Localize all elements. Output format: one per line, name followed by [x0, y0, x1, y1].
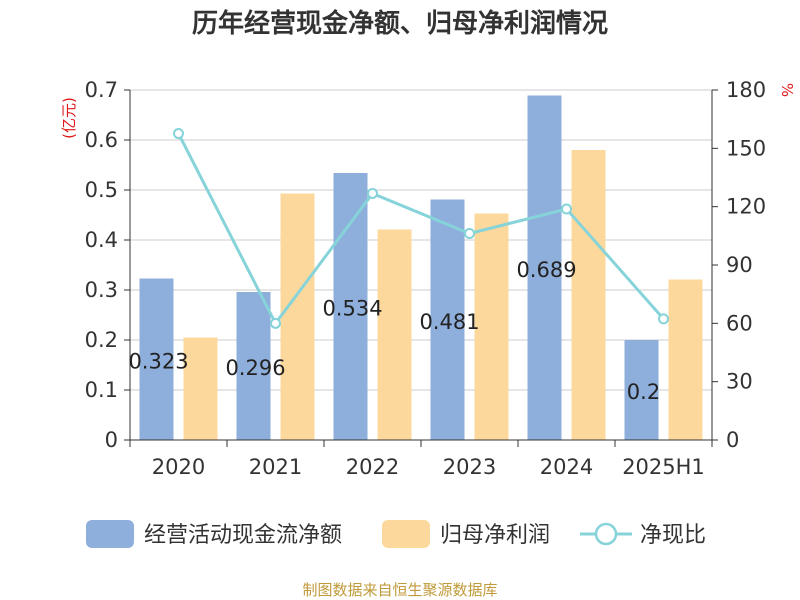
line-series — [177, 132, 665, 327]
line-point — [367, 187, 378, 199]
x-axis-tick-label: 2022 — [346, 455, 399, 479]
bar — [333, 173, 368, 440]
source-note: 制图数据来自恒生聚源数据库 — [302, 581, 497, 599]
x-axis-tick-label: 2021 — [249, 455, 302, 479]
x-axis-tick-label: 2024 — [540, 455, 593, 479]
right-axis-unit: % — [778, 83, 796, 97]
bar-data-label: 0.296 — [225, 356, 285, 380]
grid-lines — [130, 89, 712, 391]
line-point — [658, 313, 669, 325]
legend-swatch — [382, 520, 430, 548]
right-axis-tick-label: 150 — [726, 136, 766, 160]
right-axis-tick-label: 0 — [726, 428, 739, 452]
line-series-group — [173, 128, 669, 329]
legend: 经营活动现金流净额 归母净利润 净现比 — [86, 520, 706, 548]
legend-label: 净现比 — [640, 523, 706, 548]
left-axis-tick-label: 0.2 — [85, 328, 118, 352]
x-axis-tick-label: 2020 — [152, 455, 205, 479]
left-axis-tick-label: 0.5 — [85, 178, 118, 202]
axes-group: 0 0.1 0.2 0.3 0.4 0.5 0.6 0.7 0 30 60 90 120 150 180 20… — [85, 78, 767, 479]
bar-data-label: 0.689 — [516, 258, 576, 282]
bar — [183, 337, 218, 440]
right-axis-tick-label: 60 — [726, 311, 753, 335]
right-axis-tick-label: 30 — [726, 370, 753, 394]
right-axis-tick-label: 120 — [726, 195, 766, 219]
left-axis-tick-label: 0.6 — [85, 128, 118, 152]
bar — [139, 278, 174, 440]
bar-data-label: 0.534 — [322, 297, 382, 321]
left-axis-tick-label: 0.4 — [85, 228, 118, 252]
left-axis-tick-label: 0.3 — [85, 278, 118, 302]
line-point — [464, 228, 475, 239]
left-axis-tick-label: 0.7 — [85, 78, 118, 102]
line-point — [173, 128, 184, 140]
bars-group — [139, 95, 703, 440]
x-axis-tick-label: 2025H1 — [622, 455, 705, 479]
chart-title: 历年经营现金净额、归母净利润情况 — [192, 8, 608, 39]
bar-data-label: 0.481 — [419, 310, 479, 334]
bar — [430, 199, 465, 440]
left-axis-tick-label: 0 — [105, 428, 118, 452]
bar — [571, 150, 606, 440]
bar — [527, 95, 562, 440]
x-axis-tick-label: 2023 — [443, 455, 496, 479]
data-labels-group: 0.323 0.296 0.534 0.481 0.689 0.2 — [128, 258, 660, 404]
legend-marker — [594, 522, 618, 546]
line-point — [561, 203, 572, 215]
legend-label: 归母净利润 — [440, 523, 550, 548]
line-point — [270, 317, 281, 329]
bar-data-label: 0.2 — [627, 380, 660, 404]
bar — [474, 213, 509, 440]
bar-data-label: 0.323 — [128, 349, 188, 373]
legend-label: 经营活动现金流净额 — [144, 523, 342, 548]
right-axis-tick-label: 180 — [726, 78, 766, 102]
right-axis-tick-label: 90 — [726, 253, 753, 277]
bar — [280, 193, 315, 440]
bar — [624, 340, 659, 440]
left-axis-unit: (亿元) — [60, 97, 78, 139]
legend-swatch — [86, 520, 134, 548]
bar — [236, 292, 271, 440]
left-axis-tick-label: 0.1 — [85, 378, 118, 402]
bar — [377, 229, 412, 440]
bar — [668, 279, 703, 440]
